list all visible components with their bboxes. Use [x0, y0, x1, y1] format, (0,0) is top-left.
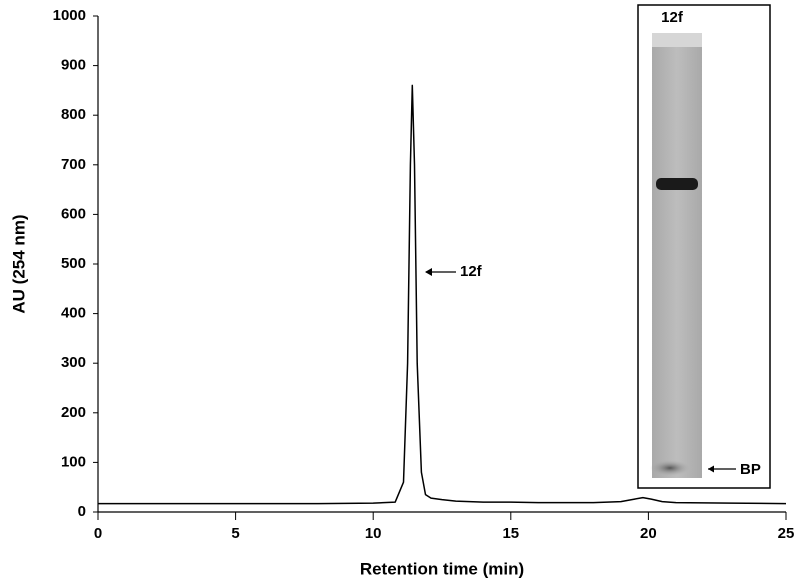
- x-tick-label: 10: [365, 525, 382, 542]
- x-tick-label: 0: [94, 525, 102, 542]
- y-tick-label: 400: [61, 305, 86, 322]
- chromatogram-line: [98, 84, 787, 505]
- x-axis-title: Retention time (min): [360, 559, 524, 578]
- band-label: BP: [740, 461, 761, 478]
- y-tick-label: 700: [61, 156, 86, 173]
- y-tick-label: 800: [61, 106, 86, 123]
- annotation: 12f: [460, 263, 483, 280]
- y-tick-label: 1000: [53, 7, 86, 24]
- annotation-arrow-head: [425, 268, 432, 276]
- gel-well: [652, 33, 702, 47]
- y-tick-label: 500: [61, 255, 86, 272]
- y-axis-title: AU (254 nm): [9, 214, 28, 313]
- gel-lane: [652, 33, 702, 478]
- y-tick-label: 0: [78, 503, 86, 520]
- x-tick-label: 5: [231, 525, 239, 542]
- y-tick-label: 900: [61, 57, 86, 74]
- y-tick-label: 600: [61, 205, 86, 222]
- inset-gel: 12f BP: [637, 4, 771, 489]
- y-tick-label: 300: [61, 354, 86, 371]
- x-tick-label: 25: [778, 525, 795, 542]
- gel-front: [650, 460, 690, 476]
- x-tick-label: 20: [640, 525, 657, 542]
- y-tick-label: 200: [61, 404, 86, 421]
- x-tick-label: 15: [502, 525, 519, 542]
- band-arrow-head: [708, 465, 714, 473]
- y-tick-label: 100: [61, 453, 86, 470]
- gel-band: [656, 178, 698, 190]
- lane-label: 12f: [661, 9, 684, 26]
